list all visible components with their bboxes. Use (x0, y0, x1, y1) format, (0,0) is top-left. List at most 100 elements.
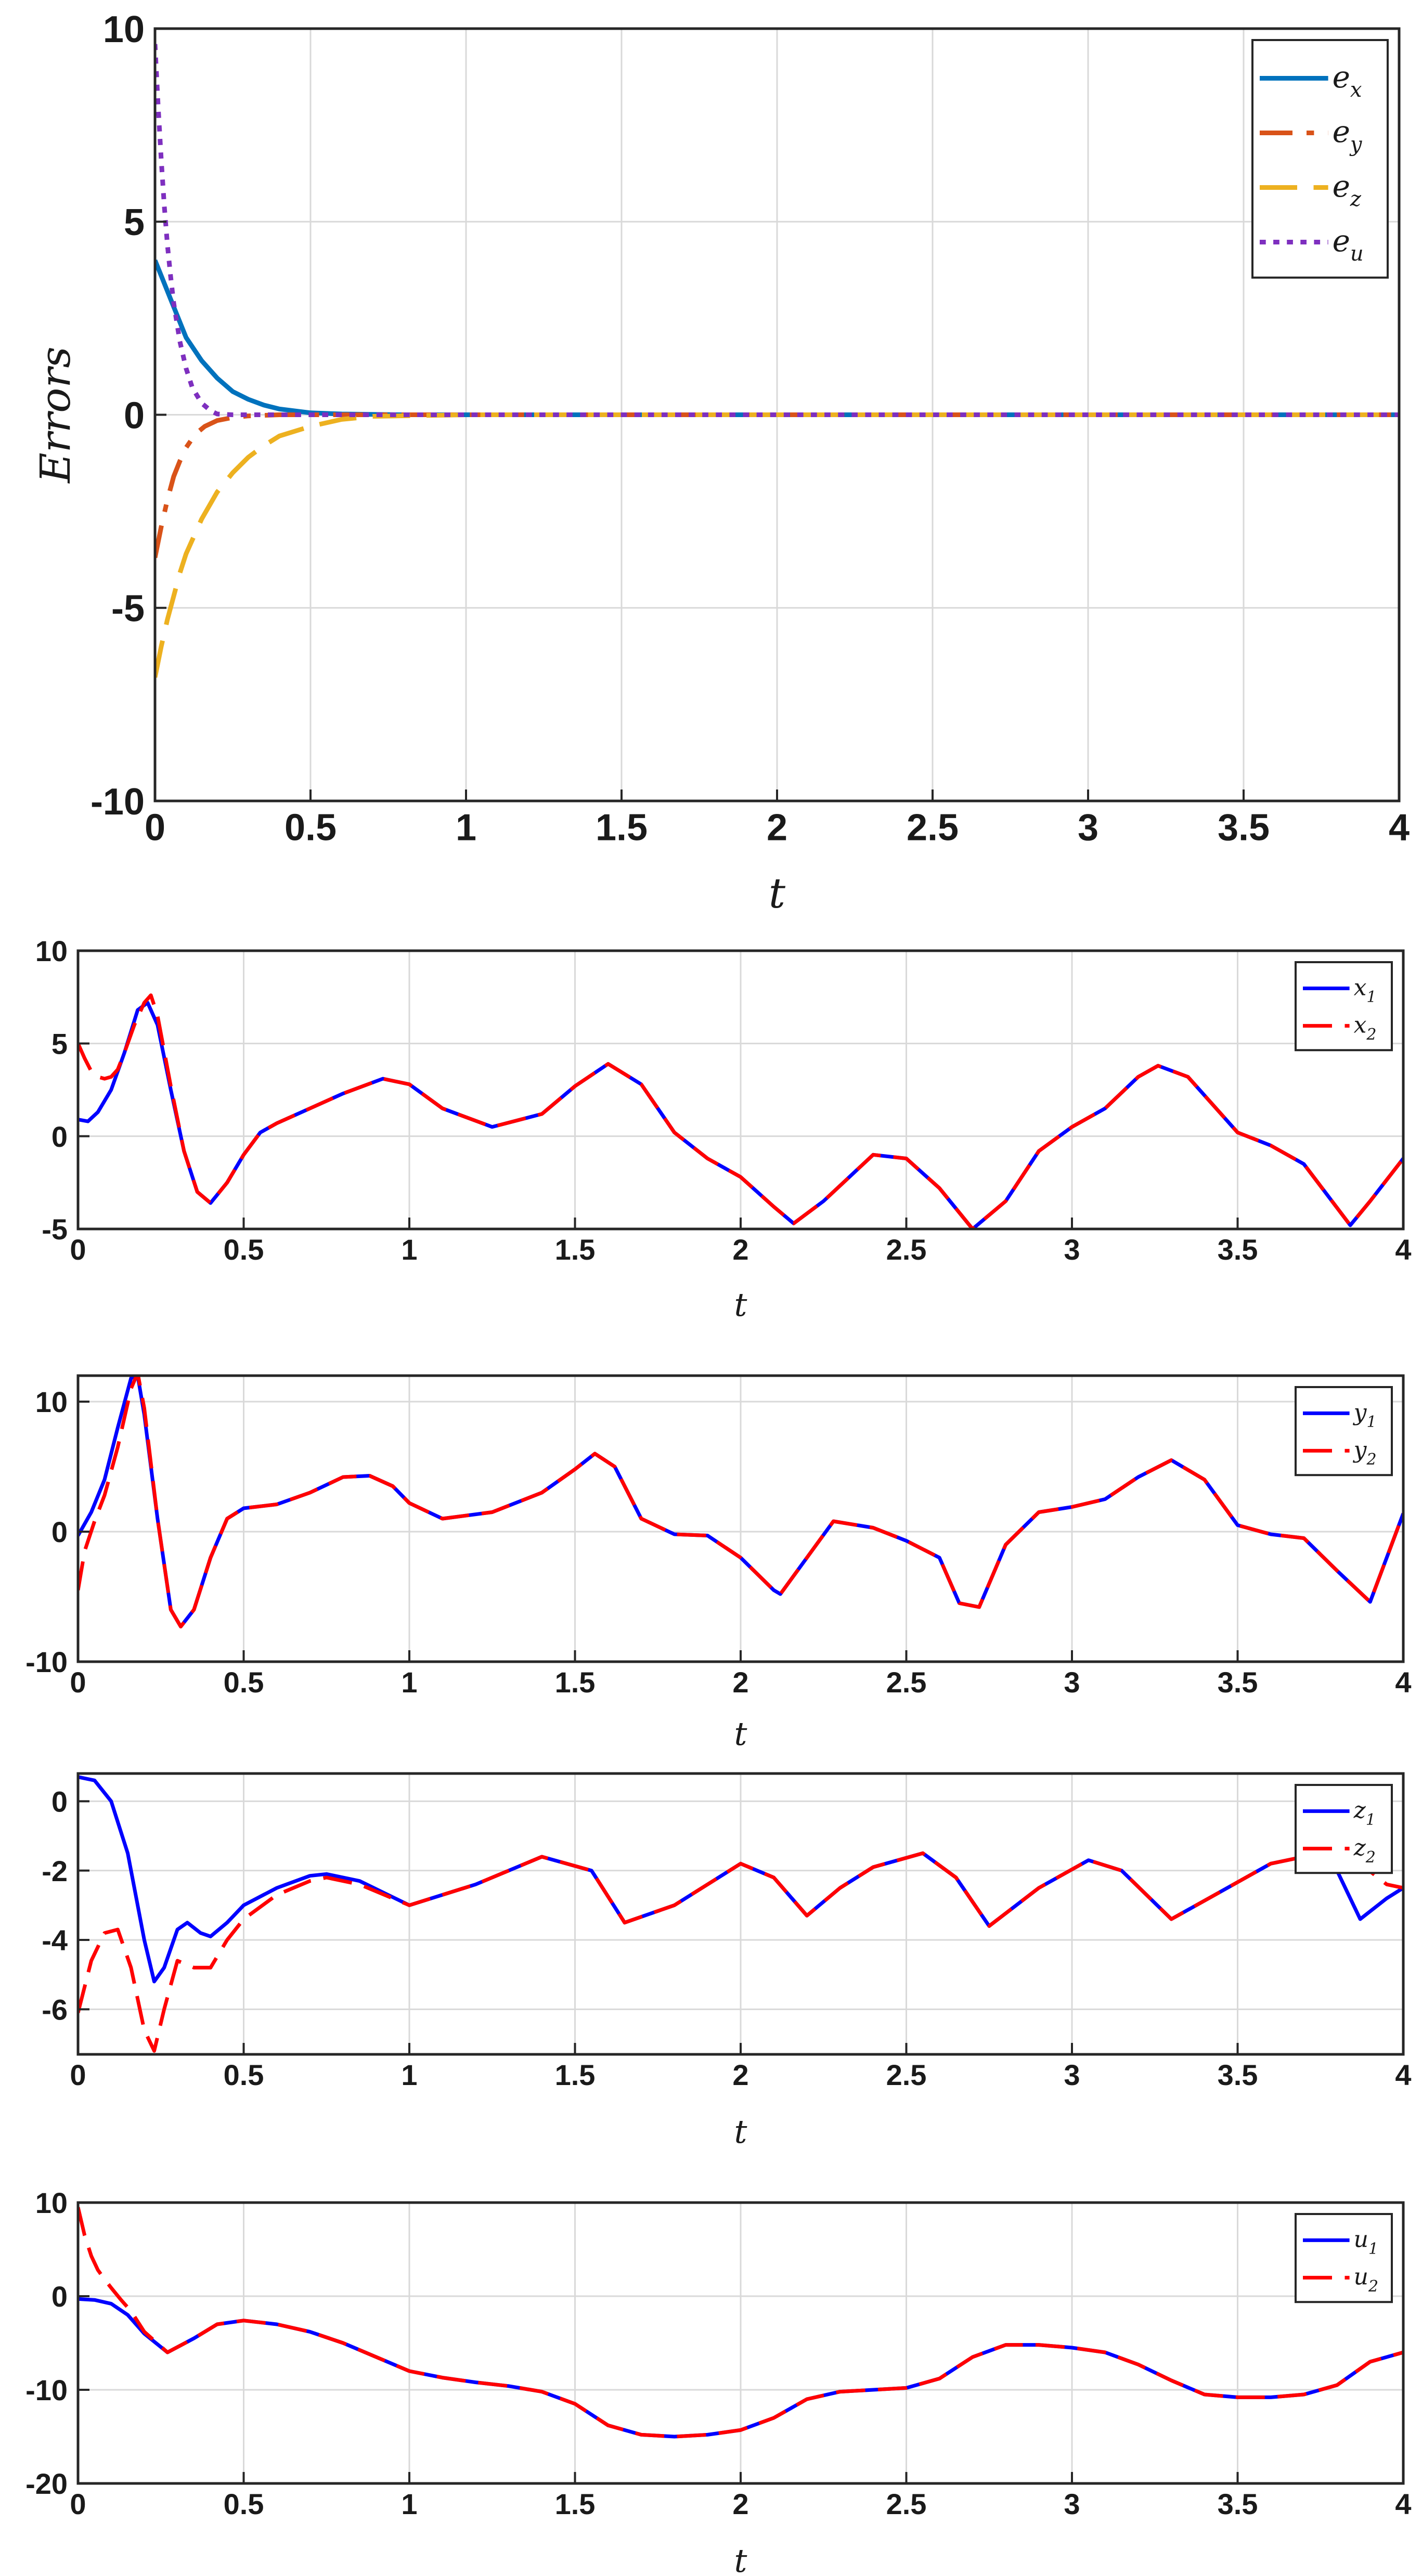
x-tick-label: 3.5 (1218, 1233, 1258, 1266)
x-tick-label: 0 (70, 2059, 86, 2091)
x-tick-label: 3.5 (1218, 1666, 1258, 1699)
x-tick-label: 0 (145, 807, 165, 849)
x-tick-label: 2.5 (907, 807, 959, 849)
x-tick-label: 1 (401, 1666, 417, 1699)
x-axis-label: t (769, 869, 786, 917)
legend-label-z1: z1 (1353, 1797, 1376, 1830)
y-tick-label: -6 (42, 1993, 68, 2026)
x-tick-label: 4 (1395, 2059, 1411, 2091)
legend-box (1295, 961, 1393, 1052)
y-tick-label: -10 (25, 2374, 68, 2406)
y-tick-label: -10 (91, 781, 145, 823)
y-tick-label: 10 (35, 2186, 68, 2219)
x-tick-label: 0 (70, 2488, 86, 2520)
legend-label-ez: ez (1333, 169, 1362, 211)
y-tick-label: -20 (25, 2467, 68, 2500)
legend-box (1295, 1784, 1393, 1874)
legend-label-x1: x1 (1354, 975, 1377, 1007)
x-tick-label: 1 (401, 2059, 417, 2091)
x-axis-label: t (734, 1715, 747, 1753)
series-line-x2 (78, 993, 1403, 1229)
legend-label-x2: x2 (1354, 1012, 1377, 1044)
legend-label-ex: ex (1333, 59, 1362, 102)
legend-label-y2: y2 (1353, 1437, 1377, 1469)
y-axis-label: Errors (31, 346, 80, 484)
x-tick-label: 0 (70, 1233, 86, 1266)
y-tick-label: 0 (51, 1516, 68, 1548)
x-tick-label: 1.5 (555, 1666, 596, 1699)
x-tick-label: 3 (1078, 807, 1098, 849)
legend-label-z2: z2 (1353, 1835, 1376, 1867)
y-tick-label: -4 (42, 1924, 68, 1957)
y-tick-label: 10 (35, 935, 68, 967)
x-tick-label: 0.5 (224, 1233, 264, 1266)
legend: ex ey ez eu (1251, 39, 1389, 279)
x-tick-label: 1 (401, 2488, 417, 2520)
x-axis-label: t (734, 2113, 747, 2151)
y-tick-label: -5 (42, 1213, 68, 1246)
legend-label-eu: eu (1333, 223, 1364, 266)
series-line-y2 (78, 1376, 1403, 1628)
series-line-eu (155, 44, 1399, 417)
x-tick-label: 1.5 (555, 1233, 596, 1266)
x-tick-label: 0 (70, 1666, 86, 1699)
y-tick-label: 0 (124, 395, 145, 436)
y-tick-label: 5 (124, 202, 145, 243)
legend-box (1295, 2213, 1393, 2303)
x-tick-label: 2.5 (886, 2059, 927, 2091)
x-tick-label: 2.5 (886, 2488, 927, 2520)
legend-box (1295, 1386, 1393, 1477)
x-tick-label: 1.5 (555, 2059, 596, 2091)
x-tick-label: 0.5 (224, 2059, 264, 2091)
x-tick-label: 1 (401, 1233, 417, 1266)
x-tick-label: 3 (1064, 2059, 1080, 2091)
x-tick-label: 1 (456, 807, 476, 849)
legend-label-u1: u1 (1354, 2227, 1378, 2259)
x-tick-label: 2 (732, 1666, 748, 1699)
series-line-ez (155, 412, 1399, 678)
legend-label-y1: y1 (1353, 1400, 1377, 1432)
x-tick-label: 0.5 (224, 1666, 264, 1699)
x-tick-label: 2 (732, 2059, 748, 2091)
x-tick-label: 0.5 (285, 807, 337, 849)
x-tick-label: 4 (1395, 2488, 1411, 2520)
y-tick-label: 5 (51, 1027, 68, 1060)
x-tick-label: 3.5 (1218, 2488, 1258, 2520)
series-line-z2 (78, 1851, 1403, 2053)
series-line-u2 (78, 2207, 1403, 2439)
x-tick-label: 4 (1389, 807, 1410, 849)
x-tick-label: 2.5 (886, 1233, 927, 1266)
chart-panel-1: 0 0.5 1 1.5 2 2.5 3 3.5 4-10-50510tErrorsexeyeze… (31, 9, 1410, 917)
y-tick-label: 10 (103, 9, 145, 50)
legend-label-u2: u2 (1354, 2264, 1378, 2296)
x-tick-label: 1.5 (555, 2488, 596, 2520)
x-tick-label: 2 (732, 2488, 748, 2520)
x-axis-label: t (734, 2542, 747, 2576)
y-tick-label: -2 (42, 1855, 68, 1887)
legend-label-ey: ey (1333, 114, 1363, 157)
y-tick-label: 10 (35, 1386, 68, 1418)
x-tick-label: 0.5 (224, 2488, 264, 2520)
y-tick-label: -10 (25, 1646, 68, 1678)
x-tick-label: 1.5 (596, 807, 648, 849)
x-tick-label: 3 (1064, 2488, 1080, 2520)
x-tick-label: 2.5 (886, 1666, 927, 1699)
x-tick-label: 4 (1395, 1666, 1411, 1699)
x-tick-label: 3.5 (1218, 807, 1270, 849)
x-tick-label: 3 (1064, 1233, 1080, 1266)
y-tick-label: 0 (51, 1785, 68, 1818)
x-tick-label: 4 (1395, 1233, 1411, 1266)
x-tick-label: 2 (732, 1233, 748, 1266)
x-axis-label: t (734, 1286, 747, 1324)
x-tick-label: 3 (1064, 1666, 1080, 1699)
x-tick-label: 3.5 (1218, 2059, 1258, 2091)
